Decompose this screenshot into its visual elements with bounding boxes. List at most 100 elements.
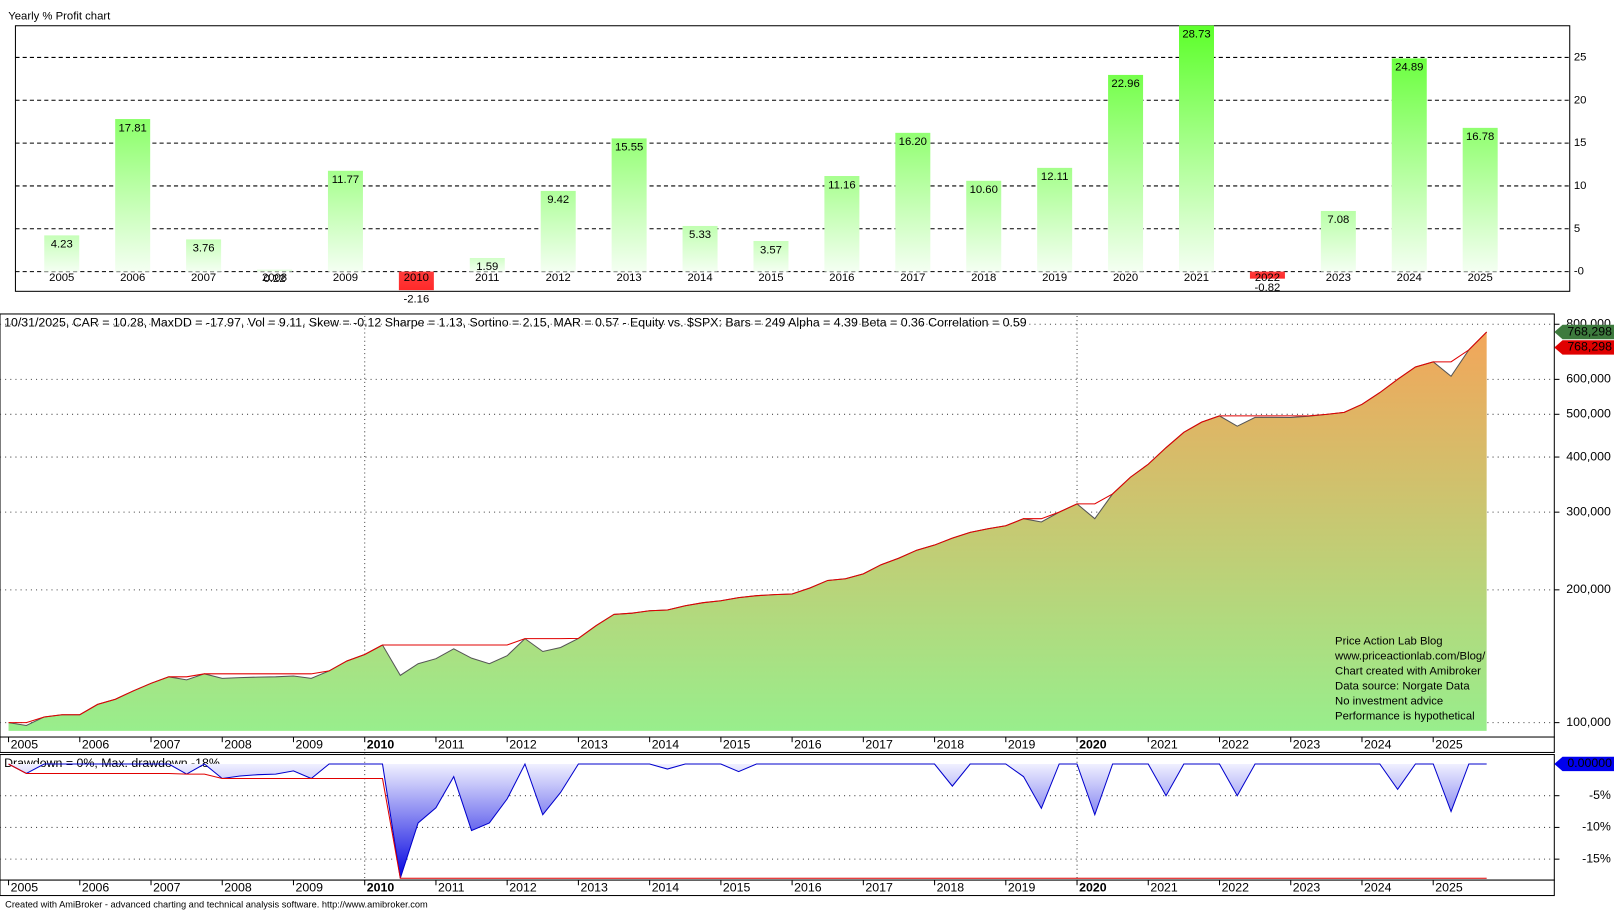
- x-tick-label: 2017: [900, 272, 925, 284]
- x-tick-label: 2017: [865, 881, 893, 895]
- x-tick-label: 2014: [687, 272, 712, 284]
- bar: [966, 180, 1002, 272]
- x-tick-label: 2013: [580, 738, 608, 752]
- x-tick-label: 2021: [1150, 738, 1178, 752]
- x-tick-label: 2010: [367, 738, 395, 752]
- x-tick-label: 2025: [1468, 272, 1493, 284]
- x-tick-label: 2016: [794, 738, 822, 752]
- x-tick-label: 2015: [723, 738, 751, 752]
- bar: [1249, 271, 1285, 279]
- value-label: 17.81: [119, 122, 147, 134]
- y-tick-label: -15%: [1582, 851, 1611, 865]
- value-label: 12.11: [1041, 171, 1068, 183]
- x-tick-label: 2006: [120, 272, 145, 284]
- x-tick-label: 2010: [404, 272, 429, 284]
- bar: [1462, 127, 1498, 272]
- y-tick-label: 300,000: [1566, 504, 1611, 518]
- x-tick-label: 2014: [652, 738, 680, 752]
- x-tick-label: 2013: [617, 272, 642, 284]
- x-tick-label: 2024: [1397, 272, 1422, 284]
- x-tick-label: 2009: [296, 881, 324, 895]
- last-value-box: [1554, 324, 1614, 340]
- value-label: 7.08: [1327, 214, 1349, 226]
- bar: [895, 132, 931, 272]
- bar: [1108, 74, 1144, 272]
- value-label: 15.55: [615, 142, 643, 154]
- drawdown-title: Drawdown = 0%, Max. drawdown -18%: [4, 756, 220, 770]
- y-tick-label: 20: [1574, 94, 1587, 106]
- x-tick-label: 2024: [1364, 738, 1392, 752]
- annotation: Price Action Lab Blog: [1335, 635, 1443, 647]
- x-tick-label: 2025: [1435, 881, 1463, 895]
- x-tick-label: 2009: [333, 272, 358, 284]
- x-tick-label: 2023: [1326, 272, 1351, 284]
- x-tick-label: 2024: [1364, 881, 1392, 895]
- bar: [1391, 58, 1427, 272]
- x-tick-label: 2005: [11, 881, 39, 895]
- x-tick-label: 2022: [1222, 738, 1250, 752]
- x-tick-label: 2017: [865, 738, 893, 752]
- x-tick-label: 2016: [794, 881, 822, 895]
- x-tick-label: 2019: [1008, 738, 1036, 752]
- y-tick-label: -0: [1574, 266, 1584, 278]
- x-tick-label: 2005: [11, 738, 39, 752]
- x-tick-label: 2020: [1113, 272, 1138, 284]
- bar: [611, 138, 647, 272]
- value-label: 4.23: [51, 239, 73, 251]
- x-tick-label: 2018: [937, 881, 965, 895]
- bar: [44, 235, 80, 272]
- value-label: 1.59: [476, 261, 498, 273]
- x-tick-label: 2012: [546, 272, 571, 284]
- x-tick-label: 2007: [153, 881, 181, 895]
- bar: [115, 119, 151, 272]
- equity-x-axis: [0, 736, 1555, 753]
- bar: [1179, 25, 1214, 272]
- x-tick-label: 2025: [1435, 738, 1463, 752]
- value-label: 3.76: [193, 243, 215, 255]
- value-label: 11.16: [828, 179, 855, 191]
- value-label: 9.42: [547, 194, 569, 206]
- value-label: 0.22: [264, 273, 286, 285]
- drawdown-x-axis: [0, 879, 1555, 897]
- x-tick-label: 2022: [1222, 881, 1250, 895]
- footer: Created with AmiBroker - advanced charti…: [5, 899, 428, 909]
- profit-title: Yearly % Profit chart: [8, 10, 111, 22]
- x-tick-label: 2023: [1293, 881, 1321, 895]
- bar: [186, 239, 222, 272]
- x-tick-label: 2008: [262, 272, 287, 284]
- x-tick-label: 2023: [1293, 738, 1321, 752]
- bar: [469, 257, 505, 272]
- last-value-label: 768,298: [1567, 340, 1612, 354]
- x-tick-label: 2006: [82, 738, 110, 752]
- y-tick-label: -10%: [1582, 820, 1611, 834]
- annotation: No investment advice: [1335, 695, 1443, 707]
- y-tick-label: -5%: [1589, 788, 1611, 802]
- x-tick-label: 2010: [367, 881, 395, 895]
- last-value-box: [1554, 756, 1614, 772]
- x-tick-label: 2018: [971, 272, 996, 284]
- bar: [327, 170, 363, 272]
- x-tick-label: 2013: [580, 881, 608, 895]
- x-tick-label: 2019: [1042, 272, 1067, 284]
- x-tick-label: 2005: [49, 272, 74, 284]
- last-value-label: 768,298: [1567, 324, 1612, 338]
- x-tick-label: 2019: [1008, 881, 1036, 895]
- x-tick-label: 2015: [723, 881, 751, 895]
- x-tick-label: 2012: [509, 881, 537, 895]
- y-tick-label: 15: [1574, 137, 1587, 149]
- value-label: -2.16: [403, 293, 429, 305]
- value-label: 11.77: [332, 174, 359, 186]
- x-tick-label: 2020: [1079, 881, 1107, 895]
- bar: [753, 241, 789, 272]
- x-tick-label: 2011: [475, 272, 499, 284]
- value-label: 24.89: [1395, 62, 1423, 74]
- x-tick-label: 2008: [224, 881, 252, 895]
- x-tick-label: 2012: [509, 738, 537, 752]
- series-line: [8, 763, 1487, 879]
- profit-panel: [14, 25, 1571, 292]
- x-tick-label: 2007: [191, 272, 216, 284]
- x-tick-label: 2022: [1255, 272, 1280, 284]
- value-label: -0.82: [1255, 282, 1281, 294]
- value-label: 3.57: [760, 244, 782, 256]
